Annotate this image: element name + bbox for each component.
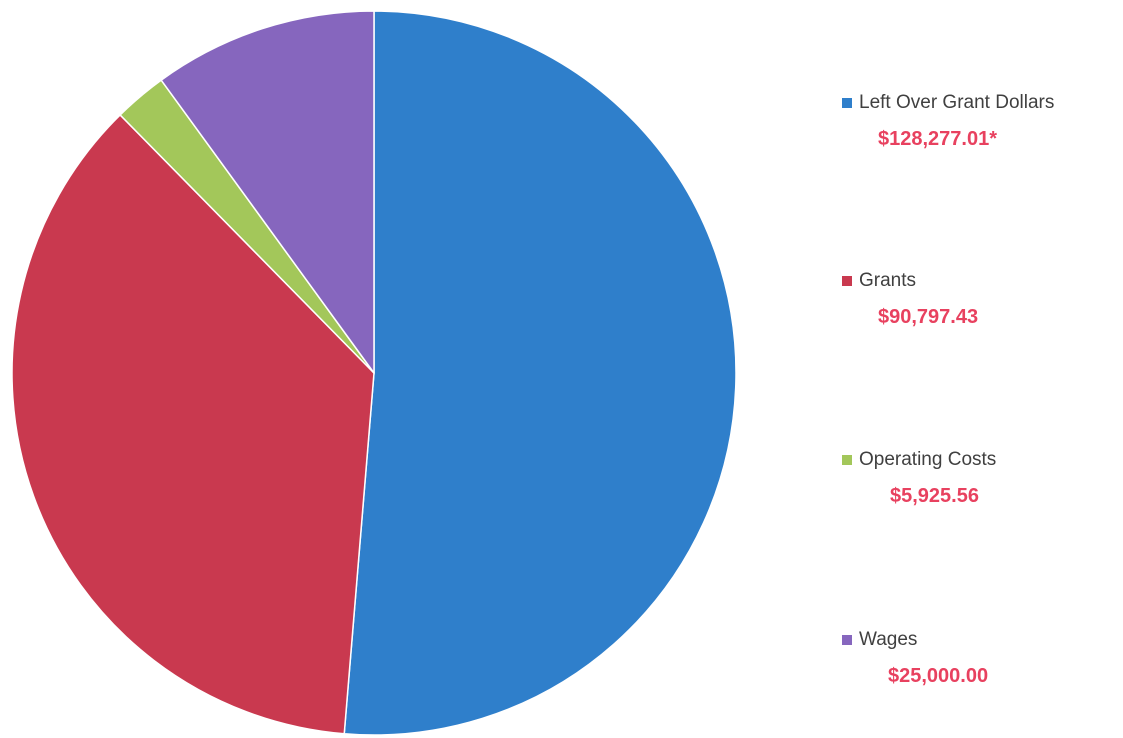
legend-item-wages: Wages $25,000.00 bbox=[842, 625, 1122, 688]
legend-value: $128,277.01* bbox=[878, 128, 998, 150]
legend-label: Left Over Grant Dollars bbox=[859, 92, 1055, 113]
legend-swatch bbox=[842, 635, 852, 645]
pie-slice-grants bbox=[11, 114, 375, 735]
legend-value: $25,000.00 bbox=[888, 665, 989, 687]
legend-item-operating-costs: Operating Costs $5,925.56 bbox=[842, 445, 1122, 508]
legend-item-left-over-grant-dollars: Left Over Grant Dollars $128,277.01* bbox=[842, 88, 1122, 151]
legend-swatch bbox=[842, 276, 852, 286]
legend-value: $5,925.56 bbox=[890, 485, 979, 507]
legend-value: $90,797.43 bbox=[878, 306, 979, 328]
legend-item-grants: Grants $90,797.43 bbox=[842, 266, 1122, 329]
pie-slices bbox=[11, 10, 737, 736]
legend-label: Grants bbox=[859, 270, 917, 291]
legend-swatch bbox=[842, 455, 852, 465]
legend-label: Operating Costs bbox=[859, 449, 997, 470]
pie-slice-wages bbox=[160, 10, 375, 374]
legend-swatch bbox=[842, 98, 852, 108]
legend-label: Wages bbox=[859, 629, 918, 650]
pie-slice-left-over-grant-dollars bbox=[343, 10, 737, 736]
